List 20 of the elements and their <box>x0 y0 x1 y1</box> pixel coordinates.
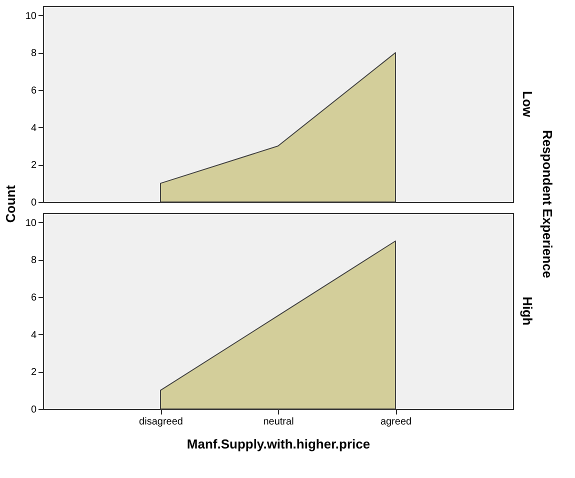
text: Low <box>520 91 535 118</box>
x-tick-label: agreed <box>380 416 412 428</box>
x-axis-title: Manf.Supply.with.higher.price <box>186 436 370 452</box>
y-tick-label: 6 <box>30 292 37 304</box>
y-tick-label: 10 <box>25 10 37 22</box>
y-tick-label: 6 <box>30 86 37 96</box>
text: High <box>520 296 535 326</box>
x-tick-label: disagreed <box>139 416 183 428</box>
y-tick-label: 2 <box>30 367 37 378</box>
y-tick-label: 0 <box>30 198 37 208</box>
y-tick-label: 8 <box>30 255 37 266</box>
y-tick-label: 4 <box>30 330 37 341</box>
y-tick-label: 8 <box>30 48 37 60</box>
y-axis-title: Count <box>3 184 18 223</box>
y-tick-label: 4 <box>30 122 37 134</box>
y-tick-label: 0 <box>30 404 37 416</box>
y-tick-label: 10 <box>25 218 37 229</box>
y-tick-label: 2 <box>30 160 37 172</box>
y2-axis-title: Respondent Experience <box>540 130 555 278</box>
x-tick-label: neutral <box>263 416 294 428</box>
